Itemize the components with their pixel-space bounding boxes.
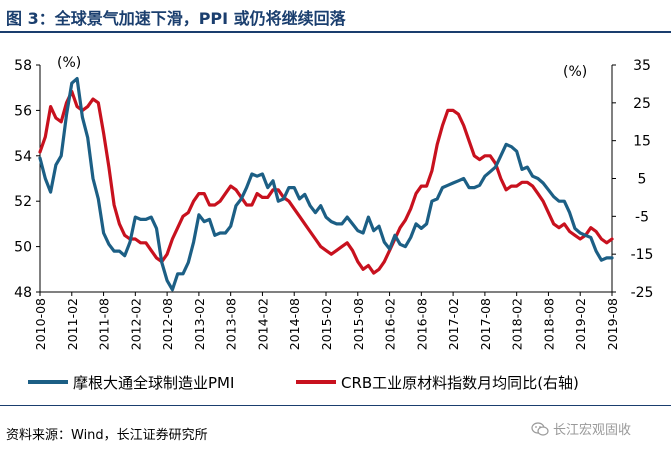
x-tick-label: 2013-08 xyxy=(224,298,239,350)
right-tick-label: 15 xyxy=(633,134,651,150)
x-tick-label: 2012-08 xyxy=(160,298,175,350)
x-tick-label: 2019-08 xyxy=(605,298,620,350)
source-divider xyxy=(0,405,671,406)
legend-label-pmi: 摩根大通全球制造业PMI xyxy=(73,374,234,392)
watermark: 长江宏观固收 xyxy=(531,419,631,438)
x-tick-label: 2019-02 xyxy=(573,298,588,350)
left-tick-label: 54 xyxy=(14,149,32,165)
x-tick-label: 2014-02 xyxy=(255,298,270,350)
left-tick-label: 56 xyxy=(14,103,32,119)
x-tick-label: 2012-02 xyxy=(128,298,143,350)
title-divider xyxy=(0,31,671,33)
right-tick-label: 5 xyxy=(638,172,647,188)
chart-axes: 48 50 52 54 56 58 -25 -15 -5 5 15 25 35 (%) (%) 2010-08… xyxy=(14,55,653,350)
right-tick-label: 25 xyxy=(633,96,651,112)
x-tick-label: 2010-08 xyxy=(33,298,48,350)
x-tick-label: 2011-08 xyxy=(97,298,112,350)
chart-series xyxy=(38,77,614,292)
right-tick-label: 35 xyxy=(633,58,651,74)
left-tick-label: 58 xyxy=(14,58,32,74)
x-tick-label: 2015-02 xyxy=(319,298,334,350)
right-tick-label: -25 xyxy=(631,285,654,301)
x-tick-label: 2011-02 xyxy=(65,298,80,350)
x-tick-label: 2016-02 xyxy=(383,298,398,350)
source-note: 资料来源：Wind，长江证券研究所 xyxy=(6,428,208,443)
figure-title: 图 3：全球景气加速下滑，PPI 或仍将继续回落 xyxy=(6,9,346,28)
x-tick-label: 2018-02 xyxy=(510,298,525,350)
right-axis-unit: (%) xyxy=(563,64,587,80)
left-tick-label: 50 xyxy=(14,240,32,256)
dual-axis-line-chart: 48 50 52 54 56 58 -25 -15 -5 5 15 25 35 (%) (%) 2010-08… xyxy=(14,55,653,392)
legend-label-crb: CRB工业原材料指数月均同比(右轴) xyxy=(341,374,579,392)
left-tick-label: 52 xyxy=(14,194,32,210)
x-tick-label: 2016-08 xyxy=(414,298,429,350)
right-tick-label: -5 xyxy=(635,209,649,225)
left-axis-unit: (%) xyxy=(57,55,81,71)
right-tick-label: -15 xyxy=(631,247,654,263)
x-tick-label: 2014-08 xyxy=(287,298,302,350)
series-line-crb xyxy=(38,89,614,275)
x-tick-label: 2013-02 xyxy=(192,298,207,350)
x-tick-label: 2017-02 xyxy=(446,298,461,350)
x-tick-label: 2017-08 xyxy=(478,298,493,350)
series-line-pmi xyxy=(38,77,614,292)
left-tick-label: 48 xyxy=(14,285,32,301)
watermark-text: 长江宏观固收 xyxy=(553,423,632,438)
wechat-icon xyxy=(531,421,549,436)
x-tick-label: 2015-08 xyxy=(351,298,366,350)
chart-legend: 摩根大通全球制造业PMI CRB工业原材料指数月均同比(右轴) xyxy=(28,374,579,392)
x-tick-label: 2018-08 xyxy=(541,298,556,350)
